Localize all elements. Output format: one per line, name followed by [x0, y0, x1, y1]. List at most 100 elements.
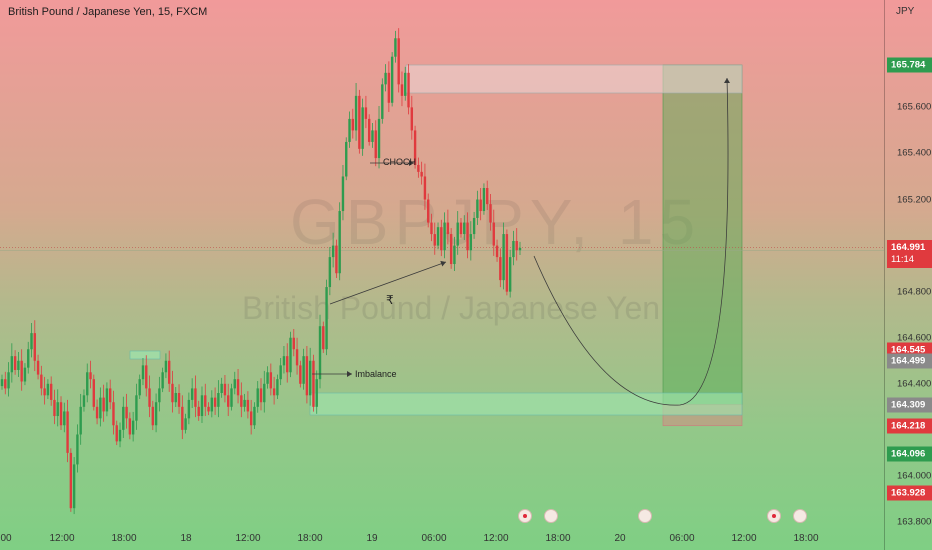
- candle: [440, 219, 443, 257]
- candle-body: [397, 38, 400, 85]
- candle: [56, 389, 59, 427]
- candle-body: [361, 107, 364, 149]
- candle-body: [249, 411, 253, 426]
- tp-price-tag: 165.784: [887, 57, 932, 73]
- candle-body: [168, 360, 171, 384]
- candle: [122, 396, 125, 438]
- candle: [168, 350, 171, 392]
- candle: [27, 341, 30, 374]
- economic-event-icon[interactable]: [518, 509, 532, 523]
- candle-body: [13, 356, 17, 370]
- supply-zone: [405, 64, 743, 94]
- candle-body: [410, 107, 414, 131]
- candle: [79, 393, 82, 445]
- price-tick-label: 165.200: [897, 194, 932, 206]
- candle: [115, 420, 118, 446]
- last-price-tag: 164.991 11:14: [887, 239, 932, 268]
- candle-body: [354, 95, 358, 131]
- stop-price-tag: 164.218: [887, 418, 932, 434]
- candle-body: [515, 240, 518, 251]
- candle: [459, 217, 463, 238]
- candle-body: [502, 234, 505, 281]
- candle: [348, 111, 351, 148]
- candle-body: [315, 379, 318, 407]
- time-tick-label: 20: [614, 533, 626, 544]
- candle-body: [282, 356, 286, 366]
- candle: [240, 382, 243, 418]
- candle: [400, 71, 404, 107]
- candle-body: [49, 383, 53, 400]
- candle-body: [184, 418, 187, 430]
- economic-event-icon[interactable]: [638, 509, 652, 523]
- candle: [259, 378, 263, 411]
- rupee-label: ₹: [386, 293, 394, 307]
- candle: [512, 230, 515, 266]
- candle-body: [325, 287, 328, 350]
- candle: [230, 383, 233, 411]
- candle-body: [423, 176, 427, 200]
- entry-price-tag: 164.309: [887, 397, 932, 413]
- candle: [466, 212, 469, 259]
- candle-body: [72, 464, 76, 509]
- candle-body: [518, 247, 522, 251]
- candle-body: [436, 227, 440, 246]
- candle: [148, 375, 151, 418]
- candle: [338, 202, 341, 281]
- candle: [499, 248, 502, 288]
- candle: [381, 78, 384, 124]
- candle-body: [331, 245, 335, 258]
- candle: [312, 354, 315, 412]
- candle: [135, 383, 138, 430]
- candle-body: [292, 337, 295, 350]
- trend-arrow: [329, 261, 447, 305]
- candle: [89, 360, 92, 389]
- candle-body: [86, 372, 89, 396]
- candle-body: [286, 356, 289, 373]
- candle: [112, 390, 115, 435]
- candle-body: [76, 434, 79, 465]
- candle: [102, 384, 105, 422]
- economic-event-icon[interactable]: [767, 509, 781, 523]
- candle-body: [79, 406, 82, 435]
- candle-body: [112, 402, 115, 426]
- candle-body: [459, 222, 463, 235]
- candle-body: [312, 360, 315, 407]
- candle-body: [59, 402, 63, 426]
- time-tick-label: 18: [180, 533, 192, 544]
- time-tick-label: 12:00: [483, 533, 509, 544]
- candle-body: [213, 397, 217, 407]
- candle: [227, 383, 230, 417]
- candle: [367, 114, 371, 146]
- candle-body: [43, 388, 46, 396]
- candle-body: [318, 326, 322, 380]
- candle-body: [187, 399, 191, 419]
- candle: [256, 381, 259, 413]
- candle: [443, 212, 446, 259]
- candle: [479, 188, 482, 221]
- candle-body: [443, 222, 446, 251]
- candle: [404, 66, 407, 101]
- economic-event-icon[interactable]: [544, 509, 558, 523]
- candle: [190, 378, 194, 409]
- candle-body: [512, 240, 515, 258]
- candle-body: [495, 245, 499, 258]
- price-axis-divider: [884, 0, 885, 550]
- candle: [233, 371, 236, 395]
- candle: [371, 123, 374, 148]
- economic-event-icon[interactable]: [793, 509, 807, 523]
- candle: [486, 180, 489, 211]
- candle-body: [181, 406, 184, 430]
- candle-body: [82, 395, 86, 407]
- candle: [138, 374, 141, 399]
- small-zone: [129, 350, 161, 360]
- currency-label[interactable]: JPY: [896, 6, 915, 17]
- candle: [518, 241, 522, 255]
- imbalance-arrow-head: [347, 371, 352, 377]
- symbol-title[interactable]: British Pound / Japanese Yen, 15, FXCM: [8, 6, 208, 18]
- candle: [489, 193, 492, 231]
- candle-body: [227, 395, 230, 407]
- price-tick-label: 164.000: [897, 470, 932, 482]
- candle: [420, 161, 423, 185]
